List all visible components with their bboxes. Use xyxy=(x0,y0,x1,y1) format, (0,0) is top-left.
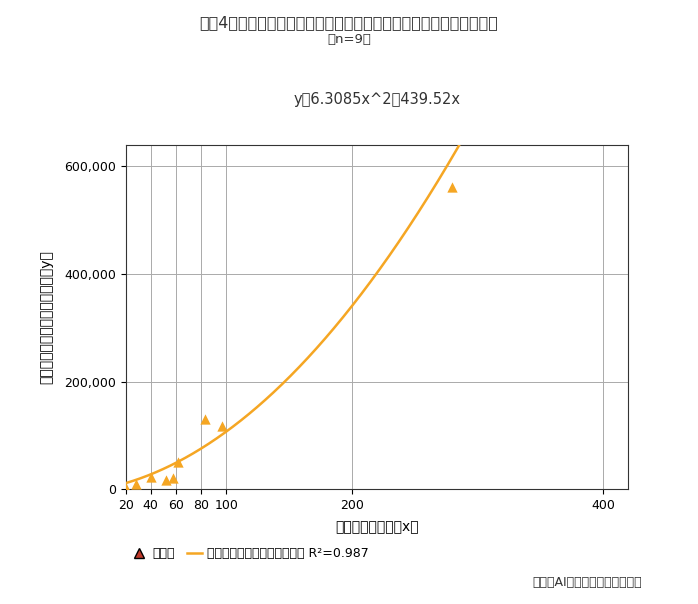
Text: 図表4：情報ノウハウ提供型におけるコンテンツ本数と訪問数の関係: 図表4：情報ノウハウ提供型におけるコンテンツ本数と訪問数の関係 xyxy=(200,15,498,30)
Point xyxy=(173,457,184,467)
Point xyxy=(168,473,179,483)
Point xyxy=(447,182,458,191)
Legend: 訪問数, 「訪問数」のトレンドライン R²=0.987: 訪問数, 「訪問数」のトレンドライン R²=0.987 xyxy=(132,547,369,560)
Point xyxy=(199,414,210,424)
Text: y＝6.3085x^2＋439.52x: y＝6.3085x^2＋439.52x xyxy=(293,92,461,107)
Point xyxy=(145,472,156,482)
Text: （n=9）: （n=9） xyxy=(327,33,371,47)
Point xyxy=(120,483,131,492)
X-axis label: コンテンツ本数（x）: コンテンツ本数（x） xyxy=(335,520,419,535)
Y-axis label: コンテンツページ入口訪問数（y）: コンテンツページ入口訪問数（y） xyxy=(39,250,53,384)
Point xyxy=(217,421,228,431)
Point xyxy=(161,475,172,484)
Text: 出所：AIアナリスト登録データ: 出所：AIアナリスト登録データ xyxy=(533,576,642,589)
Point xyxy=(130,479,141,489)
